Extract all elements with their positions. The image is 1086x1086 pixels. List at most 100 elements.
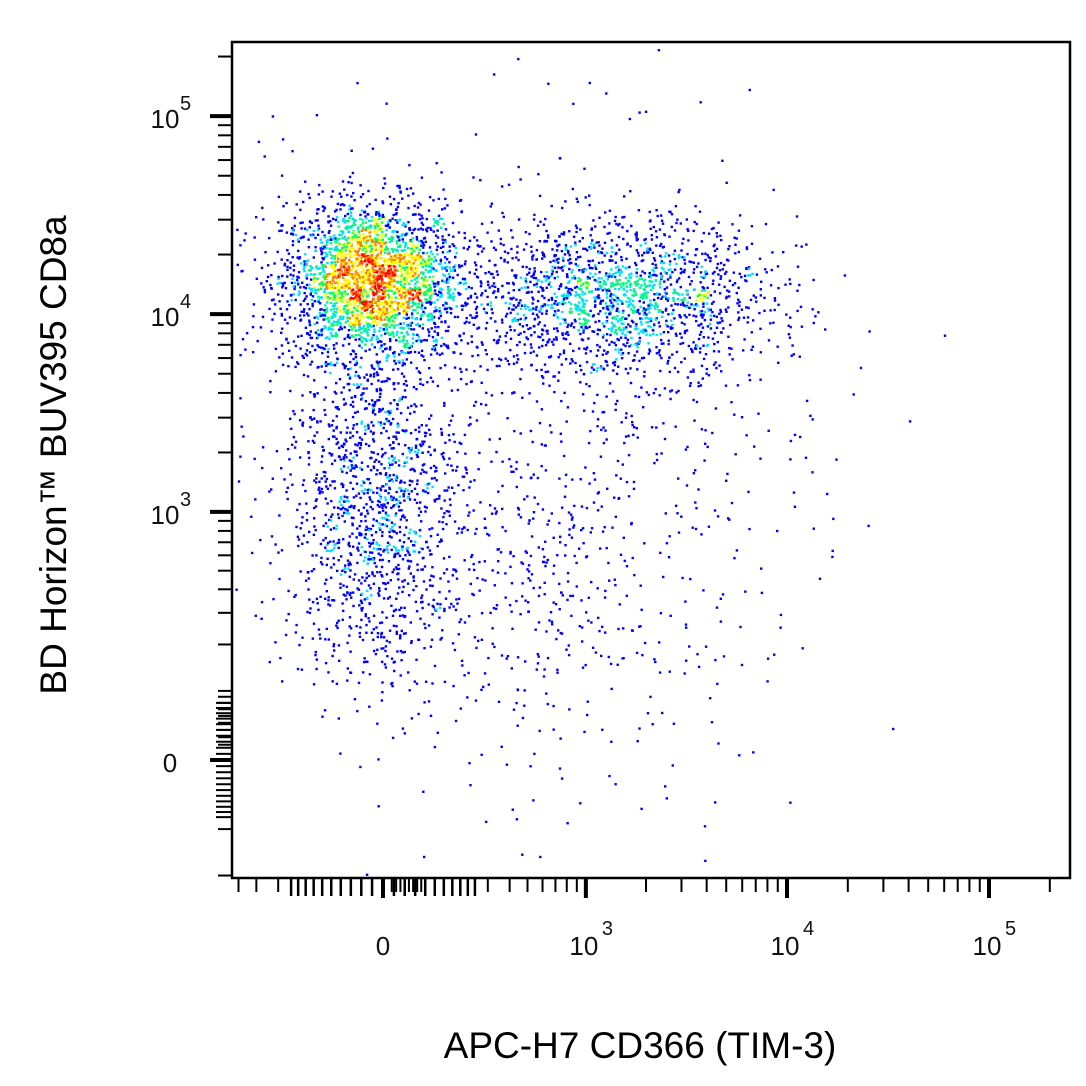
event-dot [286,265,289,269]
event-dot [530,363,533,367]
event-dot [623,293,627,296]
event-dot [585,382,588,386]
event-dot [301,636,304,639]
event-dot [438,310,441,313]
event-dot [550,303,553,307]
event-dot [340,234,343,237]
event-dot [384,498,388,502]
event-dot [538,346,541,349]
event-dot [635,234,638,237]
event-dot [716,262,719,266]
event-dot [333,302,336,306]
event-dot [413,333,416,337]
event-dot [373,222,377,225]
event-dot [584,321,587,325]
event-dot [662,245,665,249]
event-dot [403,345,406,348]
event-dot [462,277,465,280]
event-dot [443,267,447,270]
event-dot [322,266,325,269]
event-dot [339,326,342,329]
event-dot [409,344,412,347]
event-dot [333,291,336,294]
event-dot [421,302,424,305]
event-dot [523,314,526,317]
event-dot [386,476,389,479]
event-dot [615,244,619,247]
event-dot [727,335,730,338]
event-dot [535,285,539,288]
event-dot [324,296,327,299]
event-dot [648,210,651,214]
event-dot [594,267,598,270]
event-dot [279,281,282,285]
event-dot [628,303,631,307]
event-dot [703,275,706,279]
event-dot [566,275,569,279]
event-dot [382,485,385,488]
event-dot [943,334,947,337]
event-dot [376,571,379,574]
event-dot [399,649,403,653]
event-dot [409,621,412,624]
event-dot [372,649,376,653]
event-dot [706,343,710,347]
event-dot [415,235,418,239]
event-dot [791,344,794,347]
event-dot [603,241,607,244]
event-dot [737,298,740,301]
event-dot [647,321,650,324]
event-dot [769,322,772,325]
event-dot [390,316,393,319]
event-dot [331,480,334,483]
event-dot [560,294,564,297]
event-dot [412,297,415,301]
event-dot [613,298,616,302]
event-dot [291,256,294,259]
event-dot [339,315,342,318]
event-dot [465,316,468,320]
event-dot [416,311,419,315]
event-dot [348,375,352,379]
event-dot [388,273,391,276]
event-dot [642,406,645,409]
event-dot [380,621,384,624]
event-dot [537,279,540,282]
event-dot [364,215,367,218]
event-dot [644,317,647,320]
event-dot [715,247,719,251]
event-dot [433,225,436,228]
event-dot [597,288,600,291]
event-dot [303,264,306,267]
event-dot [359,217,362,221]
event-dot [356,410,359,413]
event-dot [358,325,361,329]
event-dot [677,389,680,393]
event-dot [594,264,597,267]
event-dot [370,594,373,597]
event-dot [387,223,390,226]
event-dot [380,344,383,347]
event-dot [430,312,433,315]
event-dot [519,317,522,321]
event-dot [639,330,643,333]
event-dot [547,276,551,279]
event-dot [567,333,570,337]
event-dot [681,256,684,259]
event-dot [354,233,357,237]
event-dot [553,327,556,330]
event-dot [438,307,441,310]
event-dot [700,240,704,243]
event-dot [392,197,396,201]
event-dot [499,256,503,260]
event-dot [659,332,662,336]
event-dot [262,218,265,221]
event-dot [458,264,461,267]
event-dot [366,247,369,251]
event-dot [397,578,400,581]
event-dot [361,302,365,306]
event-dot [588,260,592,263]
event-dot [305,349,309,352]
event-dot [304,253,307,256]
event-dot [482,247,485,250]
